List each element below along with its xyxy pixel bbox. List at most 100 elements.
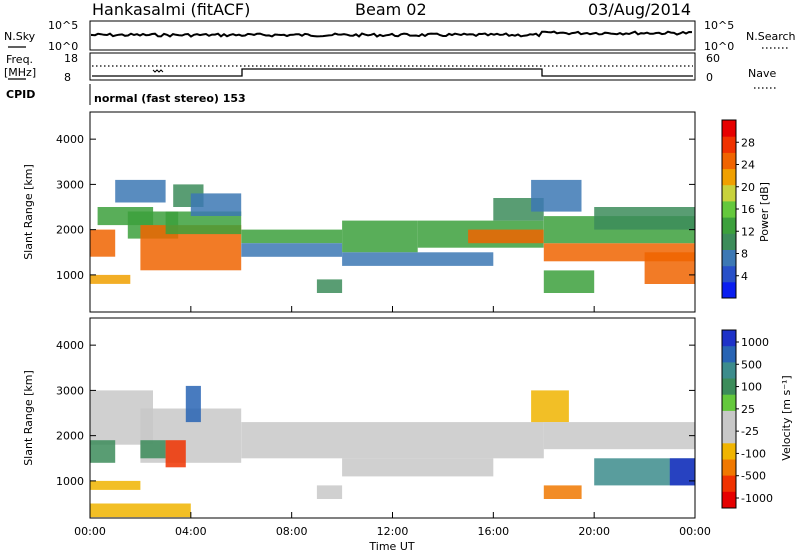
velocity-cbar-label-7: -1000 xyxy=(741,492,773,505)
xaxis-label: Time UT xyxy=(368,540,414,553)
date-label: 03/Aug/2014 xyxy=(588,0,691,19)
freq-tick-top: 18 xyxy=(64,52,78,65)
freq-panel: Freq. [MHz] 18 8 60 0 Nave xyxy=(4,52,776,89)
velocity-band-13 xyxy=(543,485,582,499)
velocity-ytick-label-3: 4000 xyxy=(56,339,84,352)
power-cbar-cell-8 xyxy=(722,152,736,170)
power-cbar-label: Power [dB] xyxy=(758,182,771,242)
power-cbar-cell-4 xyxy=(722,217,736,234)
power-cbar-cell-10 xyxy=(722,120,736,137)
nave-tick-top: 60 xyxy=(706,52,720,65)
power-band-11 xyxy=(316,279,343,293)
power-band-9 xyxy=(241,229,343,244)
velocity-ytick-label-2: 3000 xyxy=(56,384,84,397)
velocity-cbar-cell-2 xyxy=(722,362,736,380)
velocity-cbar-label-3: 25 xyxy=(741,403,755,416)
velocity-cbar-cell-7 xyxy=(722,443,736,460)
xtick-label-2: 08:00 xyxy=(276,525,308,538)
velocity-band-8 xyxy=(241,422,544,459)
velocity-cbar-cell-6 xyxy=(722,427,736,444)
velocity-cbar-cell-4 xyxy=(722,394,736,412)
velocity-cbar-frame xyxy=(721,329,737,509)
velocity-cbar-label-5: -100 xyxy=(741,447,766,460)
count-panel: N.Sky 10^5 10^0 10^5 10^0 N.Search xyxy=(4,19,796,53)
velocity-cbar-label: Velocity [m s⁻¹] xyxy=(780,375,793,460)
velocity-band-6 xyxy=(165,440,186,468)
velocity-colorbar: 1000 500 100 25 -25 -100 -500 -1000 xyxy=(721,329,773,509)
freq-tick-bottom: 8 xyxy=(64,71,71,84)
velocity-cbar-cell-0 xyxy=(722,330,736,347)
power-cbar-cell-6 xyxy=(722,184,736,202)
station-title: Hankasalmi (fitACF) xyxy=(92,0,250,19)
power-band-20 xyxy=(543,270,595,293)
velocity-cbar-label-2: 100 xyxy=(741,381,762,394)
velocity-band-12 xyxy=(543,422,696,450)
power-cbar-cell-7 xyxy=(722,168,736,186)
velocity-band-11 xyxy=(531,390,569,423)
xtick-label-3: 12:00 xyxy=(377,525,409,538)
power-colorbar: 4 8 12 16 20 24 28 xyxy=(721,119,755,299)
power-ytick-label-2: 3000 xyxy=(56,178,84,191)
time-axis: 00:00 04:00 08:00 12:00 16:00 20:00 00:00 xyxy=(74,306,711,538)
xtick-label-0: 00:00 xyxy=(74,525,106,538)
velocity-cbar-label-4: -25 xyxy=(741,425,759,438)
power-band-15 xyxy=(468,229,544,244)
power-band-17 xyxy=(531,179,582,212)
power-band-6 xyxy=(165,211,242,235)
count-tick-top-left: 10^5 xyxy=(48,19,78,32)
power-band-8 xyxy=(190,193,242,216)
velocity-band-5 xyxy=(140,440,166,459)
velocity-cbar-label-6: -500 xyxy=(741,470,766,483)
beam-label: Beam 02 xyxy=(355,0,427,19)
power-band-12 xyxy=(342,220,418,253)
power-cbar-label-0: 4 xyxy=(741,270,748,283)
velocity-panel: 1000 2000 3000 4000 Slant Range [km] 1000 50… xyxy=(22,317,793,519)
velocity-band-1 xyxy=(90,440,116,463)
power-panel: 1000 2000 3000 4000 Slant Range [km] 4 8 12 16… xyxy=(22,111,771,313)
power-band-13 xyxy=(342,252,494,266)
freq-panel-frame xyxy=(89,52,696,81)
power-cbar-label-4: 20 xyxy=(741,181,755,194)
velocity-band-10 xyxy=(342,458,494,477)
velocity-cbar-cell-8 xyxy=(722,459,736,477)
count-tick-bottom-right: 10^0 xyxy=(704,40,734,53)
velocity-cbar-cell-10 xyxy=(722,491,736,509)
velocity-band-3 xyxy=(90,503,191,518)
power-ylabel: Slant Range [km] xyxy=(22,164,35,260)
power-band-22 xyxy=(644,252,695,284)
power-cbar-label-2: 12 xyxy=(741,225,755,238)
power-yticks: 1000 2000 3000 4000 xyxy=(56,133,695,282)
power-ytick-label-1: 2000 xyxy=(56,224,84,237)
xtick-label-5: 20:00 xyxy=(578,525,610,538)
freq-trace-glitch xyxy=(152,69,164,73)
velocity-ylabel: Slant Range [km] xyxy=(22,370,35,466)
velocity-cbar-cell-9 xyxy=(722,475,736,493)
power-cbar-cell-2 xyxy=(722,249,736,267)
power-cbar-label-3: 16 xyxy=(741,203,755,216)
velocity-band-2 xyxy=(90,480,141,490)
power-band-1 xyxy=(90,274,131,284)
velocity-band-7 xyxy=(185,385,201,423)
xtick-label-6: 00:00 xyxy=(679,525,711,538)
power-band-21 xyxy=(594,207,695,230)
velocity-cbar-cell-5 xyxy=(722,410,736,428)
count-tick-top-right: 10^5 xyxy=(704,19,734,32)
count-tick-bottom-left: 10^0 xyxy=(48,40,78,53)
velocity-cbar-cell-1 xyxy=(722,346,736,363)
nsky-label: N.Sky xyxy=(4,30,36,43)
velocity-cbar-label-1: 500 xyxy=(741,358,762,371)
power-cbar-cell-3 xyxy=(722,233,736,250)
velocity-ytick-label-1: 2000 xyxy=(56,430,84,443)
power-ytick-label-0: 1000 xyxy=(56,269,84,282)
cpid-text: normal (fast stereo) 153 xyxy=(94,92,246,105)
velocity-yticks: 1000 2000 3000 4000 xyxy=(56,339,695,488)
power-cbar-cell-5 xyxy=(722,200,736,218)
nsky-trace xyxy=(91,30,693,38)
xtick-label-1: 04:00 xyxy=(175,525,207,538)
velocity-band-9 xyxy=(316,485,343,499)
freq-trace xyxy=(92,68,693,77)
nave-label: Nave xyxy=(748,67,776,80)
power-cbar-cell-1 xyxy=(722,265,736,283)
velocity-ytick-label-0: 1000 xyxy=(56,475,84,488)
